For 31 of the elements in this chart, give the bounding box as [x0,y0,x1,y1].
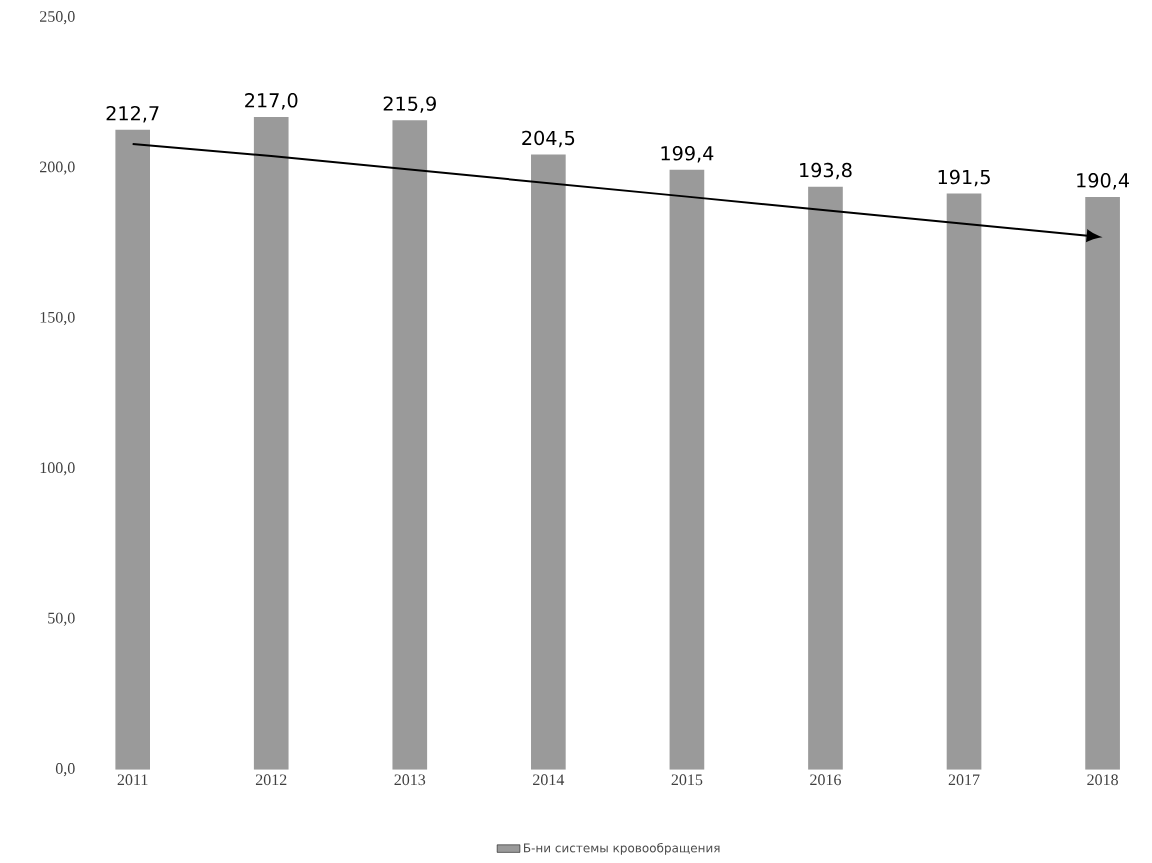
bar [808,186,843,770]
bar [946,193,982,770]
x-tick-label: 2013 [394,774,426,786]
x-tick-label: 2014 [533,774,565,786]
x-tick-label: 2018 [1087,774,1118,786]
x-tick-label: 2017 [948,774,980,786]
data-label: 190,4 [1077,173,1129,190]
bar [253,116,289,770]
x-tick-label: 2015 [671,774,703,786]
y-tick-label: 150,0 [40,311,75,326]
x-tick-label: 2016 [810,774,841,786]
bar [669,169,705,770]
data-label: 215,9 [383,96,436,113]
bar [115,129,150,770]
legend-label: Б-ни системы кровообращения [524,842,720,855]
data-label: 193,8 [800,162,852,180]
bar [1085,196,1120,770]
data-label: 204,5 [522,130,575,148]
y-tick-label: 200,0 [40,161,75,175]
x-tick-label: 2011 [117,774,148,786]
y-tick-label: 100,0 [40,462,75,476]
x-tick-label: 2012 [255,774,287,786]
y-tick-label: 0,0 [55,763,75,777]
bar [392,120,428,770]
bar [531,154,566,770]
y-tick-label: 250,0 [40,11,75,25]
data-label: 191,5 [938,169,990,187]
data-label: 217,0 [245,93,298,110]
data-label: 212,7 [106,106,159,123]
data-label: 199,4 [661,146,714,163]
y-tick-label: 50,0 [48,612,75,626]
